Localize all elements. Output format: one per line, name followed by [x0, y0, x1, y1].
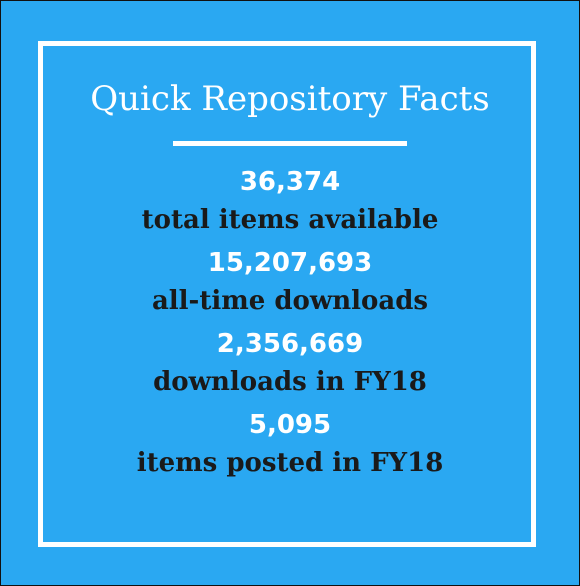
fact-number: 36,374 — [239, 167, 341, 197]
fact-number: 2,356,669 — [216, 329, 364, 359]
fact-number: 5,095 — [248, 410, 332, 440]
fact-label: all-time downloads — [151, 286, 429, 316]
title: Quick Repository Facts — [90, 79, 490, 119]
fact-label: downloads in FY18 — [153, 367, 427, 397]
title-underline — [173, 141, 407, 146]
inner-border — [38, 41, 536, 547]
fact-number: 15,207,693 — [207, 248, 373, 278]
fact-label: total items available — [141, 205, 439, 235]
fact-label: items posted in FY18 — [136, 448, 444, 478]
